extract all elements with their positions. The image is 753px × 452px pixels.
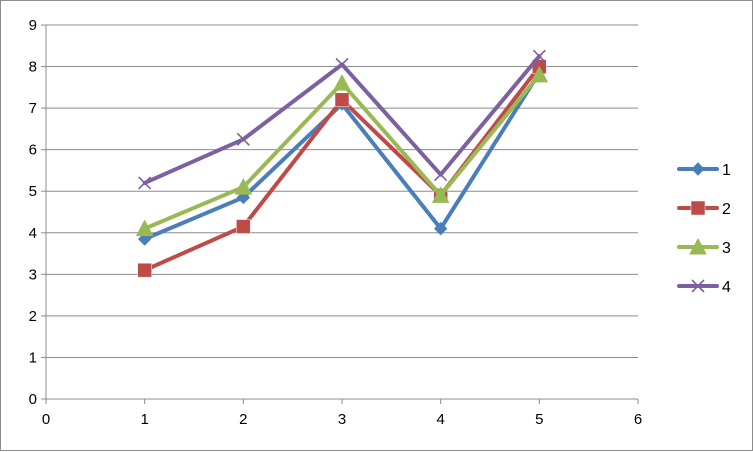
x-tick-label: 2 xyxy=(239,411,247,428)
data-point xyxy=(335,57,349,72)
legend-marker-stroke xyxy=(691,279,705,293)
legend: 1 2 3 4 xyxy=(677,162,731,296)
y-tick-label: 7 xyxy=(29,100,37,117)
data-point xyxy=(434,168,448,182)
data-point xyxy=(433,221,448,236)
legend-label: 4 xyxy=(722,279,731,296)
x-tick-label: 5 xyxy=(535,411,543,428)
y-tick-label: 5 xyxy=(29,183,37,200)
legend-marker xyxy=(691,162,705,176)
series-group xyxy=(135,49,549,278)
legend-marker xyxy=(691,279,705,293)
data-point xyxy=(532,49,546,63)
legend-item-3: 3 xyxy=(677,237,731,257)
y-tick-label: 1 xyxy=(29,349,37,366)
data-point xyxy=(138,176,152,190)
data-point-stroke xyxy=(434,168,448,182)
data-point-stroke xyxy=(236,132,250,146)
legend-marker xyxy=(690,200,706,216)
y-tick-label: 4 xyxy=(29,225,37,242)
y-tick-label: 2 xyxy=(29,308,37,325)
data-point-stroke xyxy=(532,49,546,63)
x-tick-label: 6 xyxy=(634,411,642,428)
data-point xyxy=(236,132,250,146)
x-tick-label: 1 xyxy=(140,411,148,428)
series-3 xyxy=(135,65,549,237)
y-tick-label: 3 xyxy=(29,266,37,283)
data-point xyxy=(333,74,351,91)
legend-marker xyxy=(689,237,707,255)
data-point xyxy=(334,92,350,108)
series-2 xyxy=(137,59,547,278)
legend-item-4: 4 xyxy=(677,279,731,296)
x-tick-label: 0 xyxy=(42,411,50,428)
legend-label: 3 xyxy=(722,240,731,257)
data-point xyxy=(431,186,450,203)
axes: 0 1 2 3 4 5 6 7 8 9 0 1 2 3 4 5 6 xyxy=(29,17,643,428)
x-tick-label: 3 xyxy=(338,411,346,428)
y-tick-label: 9 xyxy=(29,17,37,34)
data-point xyxy=(236,219,251,234)
legend-item-1: 1 xyxy=(677,162,731,179)
data-point xyxy=(137,262,152,278)
data-point xyxy=(234,178,253,195)
x-tick-label: 4 xyxy=(436,411,444,428)
data-point-stroke xyxy=(335,57,349,72)
y-tick-label: 6 xyxy=(29,142,37,159)
data-point xyxy=(135,219,154,237)
y-tick-label: 0 xyxy=(29,391,37,408)
data-point xyxy=(530,65,549,83)
data-point-stroke xyxy=(138,176,152,190)
y-tick-label: 8 xyxy=(29,59,37,76)
series-4 xyxy=(138,49,546,190)
legend-item-2: 2 xyxy=(677,200,731,218)
legend-label: 1 xyxy=(722,162,731,179)
legend-label: 2 xyxy=(722,201,731,218)
